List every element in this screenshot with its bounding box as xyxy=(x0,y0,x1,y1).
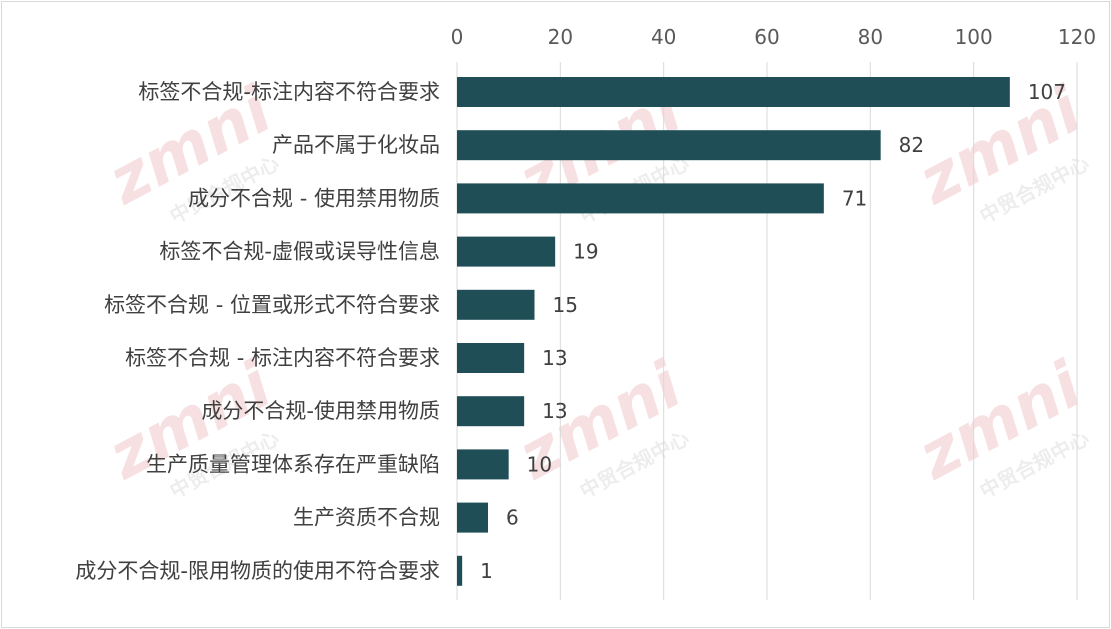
x-tick-label: 40 xyxy=(651,25,676,49)
category-label: 成分不合规 - 使用禁用物质 xyxy=(188,186,440,210)
bar xyxy=(457,77,1010,107)
category-label: 标签不合规 - 标注内容不符合要求 xyxy=(125,346,440,370)
x-tick-label: 100 xyxy=(955,25,993,49)
data-label: 10 xyxy=(527,452,552,476)
x-tick-label: 120 xyxy=(1058,25,1096,49)
bar xyxy=(457,289,535,320)
bar xyxy=(457,236,556,267)
data-label: 13 xyxy=(542,346,567,370)
data-label: 6 xyxy=(506,506,519,530)
bar xyxy=(457,396,525,427)
category-label: 产品不属于化妆品 xyxy=(272,133,440,157)
category-label: 标签不合规-标注内容不符合要求 xyxy=(138,80,440,104)
x-tick-label: 0 xyxy=(451,25,464,49)
data-label: 71 xyxy=(842,186,867,210)
data-label: 15 xyxy=(553,293,578,317)
bar xyxy=(457,449,509,480)
bar xyxy=(457,130,881,161)
bar xyxy=(457,555,463,586)
data-label: 13 xyxy=(542,399,567,423)
category-label: 生产质量管理体系存在严重缺陷 xyxy=(146,452,440,476)
x-tick-label: 80 xyxy=(858,25,883,49)
data-label: 107 xyxy=(1028,80,1066,104)
category-label: 生产资质不合规 xyxy=(293,506,440,530)
data-label: 19 xyxy=(573,240,598,264)
category-label: 成分不合规-使用禁用物质 xyxy=(201,399,440,423)
data-label: 82 xyxy=(899,133,924,157)
bar xyxy=(457,502,488,533)
x-tick-label: 60 xyxy=(754,25,779,49)
x-tick-label: 20 xyxy=(548,25,573,49)
bar xyxy=(457,343,525,373)
bar xyxy=(457,183,824,214)
data-label: 1 xyxy=(480,559,493,583)
category-label: 成分不合规-限用物质的使用不符合要求 xyxy=(75,559,440,583)
category-label: 标签不合规 - 位置或形式不符合要求 xyxy=(104,293,440,317)
category-label: 标签不合规-虚假或误导性信息 xyxy=(159,240,440,264)
